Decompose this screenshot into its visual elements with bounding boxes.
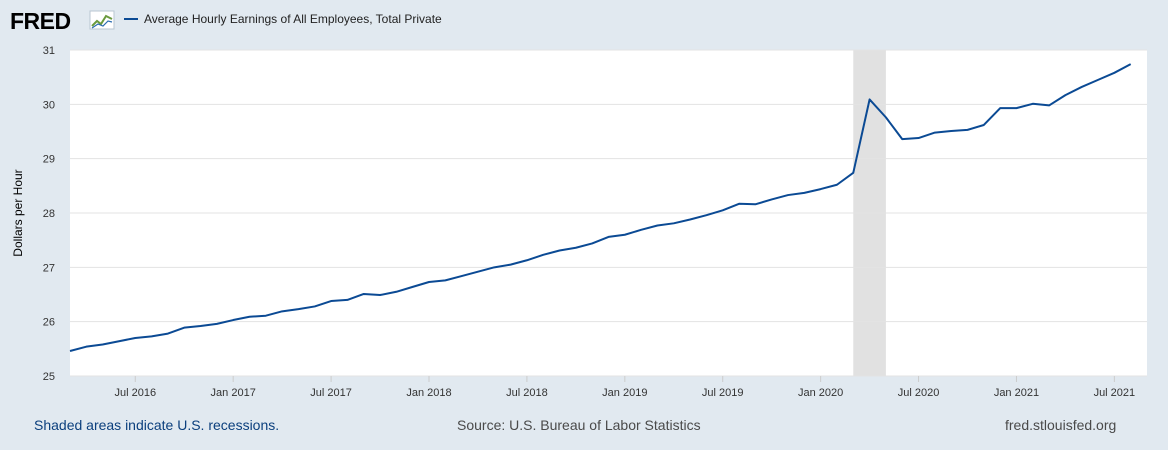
y-tick-label: 25	[43, 371, 55, 383]
fred-logo[interactable]: FRED	[10, 8, 115, 34]
x-tick-label: Jan 2017	[211, 387, 256, 399]
y-axis-label: Dollars per Hour	[11, 169, 25, 256]
legend: Average Hourly Earnings of All Employees…	[124, 12, 442, 26]
y-tick-label: 31	[43, 45, 55, 57]
y-tick-label: 30	[43, 99, 55, 111]
x-tick-label: Jul 2017	[310, 387, 352, 399]
legend-label: Average Hourly Earnings of All Employees…	[144, 12, 442, 26]
y-axis-ticks: 25 26 27 28 29 30 31	[43, 45, 55, 383]
gridlines	[70, 49, 1147, 377]
series-line[interactable]	[69, 63, 1132, 352]
x-tick-label: Jul 2018	[506, 387, 548, 399]
x-tick-label: Jan 2020	[798, 387, 843, 399]
source-text: Source: U.S. Bureau of Labor Statistics	[457, 417, 701, 433]
x-tick-label: Jul 2019	[702, 387, 744, 399]
x-axis-ticks: Jul 2016 Jan 2017 Jul 2017 Jan 2018 Jul 2018…	[114, 376, 1135, 399]
fred-logo-graph-icon	[89, 10, 115, 30]
x-tick-label: Jan 2019	[602, 387, 647, 399]
y-tick-label: 27	[43, 262, 55, 274]
x-tick-label: Jan 2018	[406, 387, 451, 399]
x-tick-label: Jul 2020	[898, 387, 940, 399]
series-layer	[69, 63, 1132, 352]
y-tick-label: 28	[43, 208, 55, 220]
recession-note: Shaded areas indicate U.S. recessions.	[34, 417, 280, 433]
site-link[interactable]: fred.stlouisfed.org	[1005, 417, 1117, 433]
fred-logo-text: FRED	[10, 8, 71, 34]
x-tick-label: Jul 2021	[1094, 387, 1136, 399]
x-tick-label: Jul 2016	[114, 387, 156, 399]
x-tick-label: Jan 2021	[994, 387, 1039, 399]
y-tick-label: 26	[43, 317, 55, 329]
y-tick-label: 29	[43, 154, 55, 166]
